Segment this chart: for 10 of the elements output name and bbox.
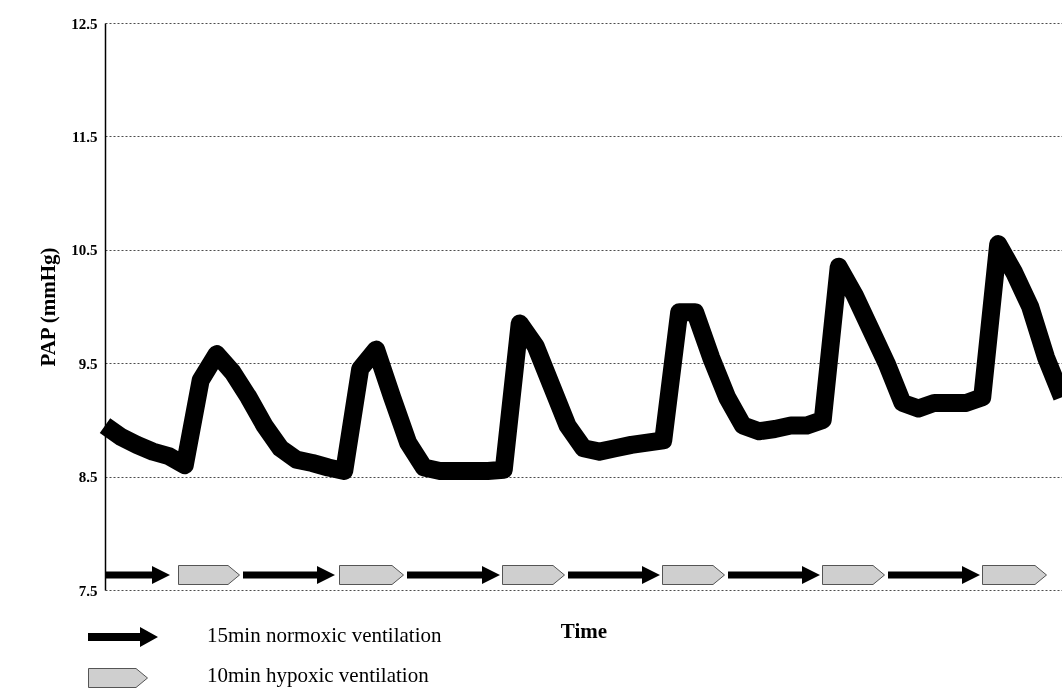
text: 10min hypoxic ventilation — [207, 663, 429, 688]
y-tick-label: 7.5 — [78, 582, 98, 599]
y-tick-label: 11.5 — [72, 128, 98, 145]
y-tick-label: 8.5 — [78, 469, 98, 486]
x-axis-title: Time — [560, 618, 608, 643]
y-tick-label: 12.5 — [71, 15, 98, 32]
y-tick-label: 10.5 — [71, 242, 98, 259]
y-tick-label: 9.5 — [78, 355, 98, 372]
text: 15min normoxic ventilation — [207, 623, 442, 648]
y-axis-title: PAP (mmHg) — [36, 247, 61, 367]
